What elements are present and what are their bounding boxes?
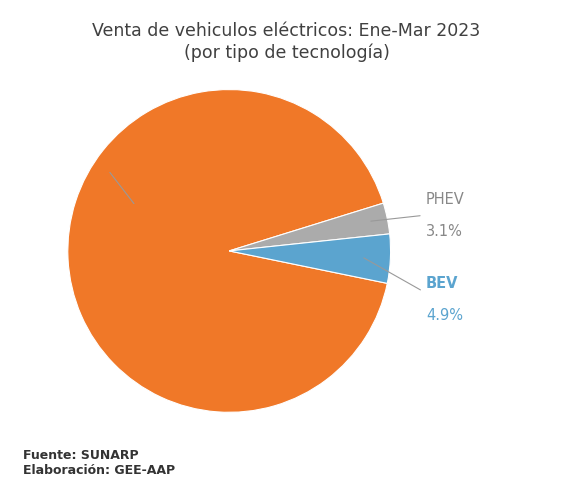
- Wedge shape: [68, 90, 387, 412]
- Text: 3.1%: 3.1%: [426, 224, 463, 239]
- Text: 4.9%: 4.9%: [426, 308, 463, 323]
- Text: 91.9%: 91.9%: [83, 224, 129, 239]
- Text: BEV: BEV: [426, 276, 458, 291]
- Text: PHEV: PHEV: [426, 192, 465, 207]
- Wedge shape: [229, 234, 391, 283]
- Text: Venta de vehiculos eléctricos: Ene-Mar 2023
(por tipo de tecnología): Venta de vehiculos eléctricos: Ene-Mar 2…: [92, 22, 481, 62]
- Text: HEV: HEV: [96, 192, 129, 207]
- Wedge shape: [229, 203, 390, 251]
- Text: Fuente: SUNARP
Elaboración: GEE-AAP: Fuente: SUNARP Elaboración: GEE-AAP: [23, 449, 175, 477]
